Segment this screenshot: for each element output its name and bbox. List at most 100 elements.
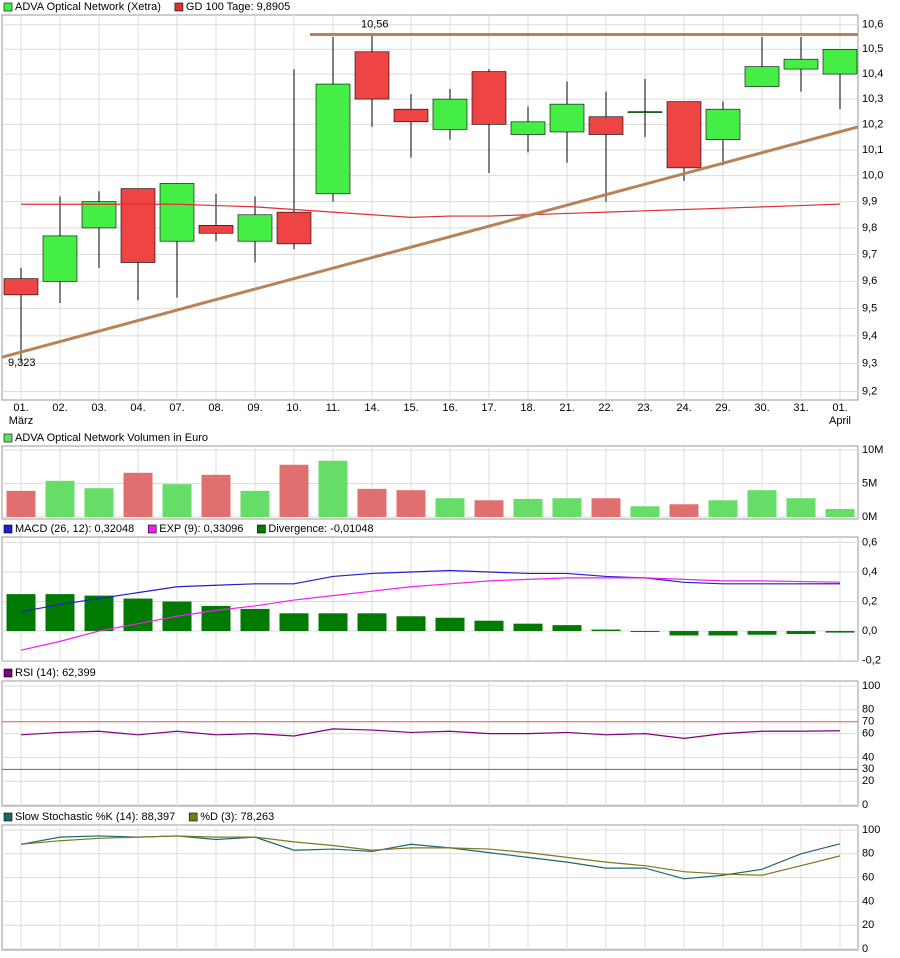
bar — [474, 500, 504, 517]
bar — [123, 472, 153, 517]
x-tick-label: 01. — [13, 402, 28, 414]
bar — [84, 595, 114, 632]
series-line — [20, 569, 841, 613]
reference-label: 70 — [862, 716, 874, 728]
panel-frame — [1, 445, 859, 520]
bar — [396, 616, 426, 632]
candle-body — [159, 183, 195, 242]
y-tick-label: 10M — [862, 444, 883, 456]
bar — [669, 504, 699, 517]
bar — [45, 480, 75, 517]
y-tick-label: 0M — [862, 511, 877, 523]
bar — [474, 620, 504, 632]
x-tick-label: 10. — [286, 402, 301, 414]
candle-body — [783, 58, 819, 70]
y-tick-label: 9,3 — [862, 357, 877, 369]
candle-body — [237, 214, 273, 242]
y-tick-label: 80 — [862, 848, 874, 860]
y-tick-label: 0,2 — [862, 595, 877, 607]
candle-body — [81, 201, 117, 229]
annotation-label: 9,323 — [8, 357, 36, 369]
legend-label: ADVA Optical Network Volumen in Euro — [15, 432, 208, 444]
candle-body — [627, 111, 663, 113]
bar — [708, 631, 738, 636]
y-tick-label: 0 — [862, 799, 868, 811]
y-tick-label: 10,1 — [862, 144, 883, 156]
bar — [591, 629, 621, 632]
legend-swatch — [174, 2, 184, 12]
candle-body — [354, 51, 390, 100]
legend-label: MACD (26, 12): 0,32048 — [15, 523, 134, 535]
bar — [45, 594, 75, 632]
x-tick-label: 30. — [754, 402, 769, 414]
legend-swatch — [3, 2, 13, 12]
legend-swatch — [147, 524, 157, 534]
legend-label: ADVA Optical Network (Xetra) — [15, 1, 161, 13]
bar — [396, 490, 426, 517]
x-tick-label: 07. — [169, 402, 184, 414]
bar — [630, 631, 660, 633]
x-tick-label: 17. — [481, 402, 496, 414]
legend-label: GD 100 Tage: 9,8905 — [186, 1, 290, 13]
y-tick-label: 9,4 — [862, 330, 877, 342]
candle-body — [393, 108, 429, 123]
candle-body — [588, 116, 624, 135]
candle-body — [705, 108, 741, 140]
y-tick-label: 10,0 — [862, 170, 883, 182]
x-tick-label: 03. — [91, 402, 106, 414]
y-tick-label: 60 — [862, 728, 874, 740]
candle-body — [666, 101, 702, 169]
series-line — [20, 577, 841, 651]
x-tick-label: 01. — [832, 402, 847, 414]
bar — [240, 608, 270, 632]
x-tick-sublabel: März — [9, 415, 33, 427]
y-tick-label: 0 — [862, 943, 868, 955]
bar — [84, 488, 114, 517]
bar — [786, 498, 816, 517]
bar — [240, 490, 270, 517]
x-tick-label: 18. — [520, 402, 535, 414]
candle-body — [549, 103, 585, 133]
legend-label: Slow Stochastic %K (14): 88,397 — [15, 811, 175, 823]
bar — [786, 631, 816, 634]
legend-label: Divergence: -0,01048 — [268, 523, 373, 535]
y-tick-label: 20 — [862, 775, 874, 787]
candle-body — [510, 121, 546, 135]
bar — [669, 631, 699, 636]
bar — [825, 631, 855, 633]
x-tick-label: 04. — [130, 402, 145, 414]
y-tick-label: 40 — [862, 895, 874, 907]
legend-label: EXP (9): 0,33096 — [159, 523, 243, 535]
y-tick-label: 0,0 — [862, 625, 877, 637]
series-line — [20, 835, 841, 880]
series-line — [20, 835, 841, 876]
y-tick-label: 100 — [862, 824, 880, 836]
bar — [747, 490, 777, 517]
reference-label: 30 — [862, 763, 874, 775]
x-tick-label: 22. — [598, 402, 613, 414]
support-line — [1, 125, 859, 359]
y-tick-label: 10,4 — [862, 68, 883, 80]
legend-label: %D (3): 78,263 — [200, 811, 274, 823]
bar — [357, 488, 387, 517]
y-tick-label: -0,2 — [862, 654, 881, 666]
x-tick-label: 15. — [403, 402, 418, 414]
x-tick-label: 29. — [715, 402, 730, 414]
bar — [318, 460, 348, 517]
candle-body — [42, 235, 78, 282]
series-line — [20, 728, 841, 739]
bar — [6, 594, 36, 632]
y-tick-label: 9,6 — [862, 275, 877, 287]
bar — [552, 498, 582, 517]
legend-swatch — [188, 812, 198, 822]
y-tick-label: 9,9 — [862, 196, 877, 208]
candle-body — [471, 71, 507, 125]
y-tick-label: 9,2 — [862, 385, 877, 397]
panel-frame — [1, 680, 859, 807]
y-tick-label: 20 — [862, 919, 874, 931]
y-tick-label: 9,7 — [862, 248, 877, 260]
bar — [708, 500, 738, 517]
bar — [747, 631, 777, 635]
bar — [825, 508, 855, 517]
